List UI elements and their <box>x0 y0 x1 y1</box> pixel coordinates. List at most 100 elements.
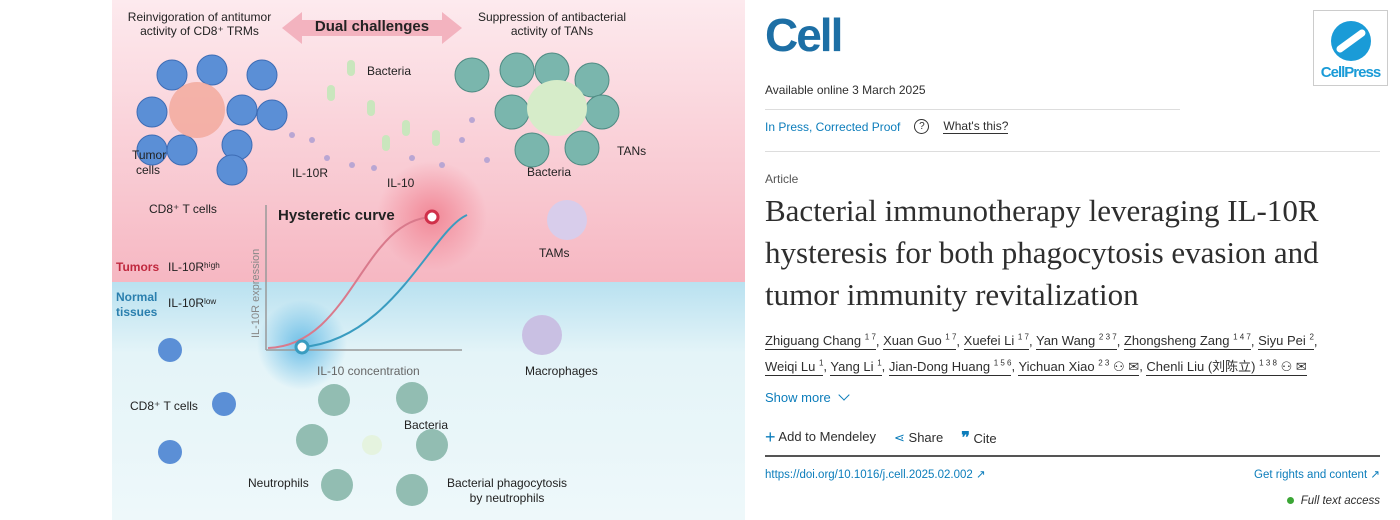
graphical-abstract-art <box>112 0 745 520</box>
in-press-link[interactable]: In Press, Corrected Proof <box>765 119 901 134</box>
author-link[interactable]: Weiqi Lu 1 <box>765 358 824 376</box>
add-to-mendeley-button[interactable]: + Add to Mendeley <box>765 427 876 448</box>
author-name: Yan Wang <box>1036 333 1096 349</box>
help-icon[interactable]: ? <box>914 119 930 134</box>
author-affiliations: 1 5 6 <box>993 358 1012 368</box>
author-affiliations: 1 <box>877 358 882 368</box>
doi-link[interactable]: https://doi.org/10.1016/j.cell.2025.02.0… <box>765 467 986 481</box>
available-online: Available online 3 March 2025 <box>765 83 926 97</box>
bacteria-label: Bacteria <box>367 64 412 78</box>
share-button[interactable]: ⋖ Share <box>894 430 943 446</box>
author-affiliations: 1 3 8 <box>1259 358 1277 368</box>
access-text: Full text access <box>1300 495 1380 507</box>
hysteretic-curve-title: Hysteretic curve <box>278 207 395 224</box>
il10r-low-label: IL-10Rˡᵒʷ <box>168 296 217 310</box>
show-more-label: Show more <box>765 390 831 405</box>
bacteria-label-2: Bacteria <box>527 165 572 179</box>
share-label: Share <box>908 429 944 445</box>
external-link-icon: ↗ <box>1370 469 1380 481</box>
left-title-1: Reinvigoration of antitumor <box>127 10 272 24</box>
status-dot-icon <box>1286 497 1294 504</box>
hysteresis-plot <box>265 205 468 355</box>
neutrophils-label: Neutrophils <box>248 476 309 490</box>
graphical-abstract: Dual challenges Reinvigoration of antitu… <box>112 0 745 520</box>
il10r-high-label: IL-10Rʰⁱᵍʰ <box>168 260 220 274</box>
left-title-2: activity of CD8⁺ TRMs <box>140 24 259 38</box>
author-affiliations: 1 7 <box>864 333 876 342</box>
author-name: Zhongsheng Zang <box>1123 333 1230 349</box>
author-link[interactable]: Zhiguang Chang 1 7 <box>765 333 876 351</box>
upper-curve <box>267 216 433 349</box>
share-icon: ⋖ <box>894 429 905 445</box>
doi-text: https://doi.org/10.1016/j.cell.2025.02.0… <box>765 469 973 481</box>
tumor-label-1: Tumor <box>132 148 167 162</box>
phagocytosis-label-1: Bacterial phagocytosis <box>446 476 568 490</box>
cell-logo[interactable]: Cell <box>765 9 843 61</box>
author-affiliations: 2 <box>1309 333 1314 342</box>
author-affiliations: 2 3 7 <box>1098 333 1117 342</box>
il10r-label: IL-10R <box>292 166 329 180</box>
author-link[interactable]: Siyu Pei 2 <box>1258 333 1314 351</box>
cellpress-logo[interactable]: CellPress <box>1313 10 1388 86</box>
il10-label: IL-10 <box>387 176 415 190</box>
author-link[interactable]: Yan Wang 2 3 7 <box>1036 333 1117 351</box>
access-badge: Full text access <box>1286 495 1380 507</box>
cd8-bottom-label: CD8⁺ T cells <box>130 399 198 413</box>
author-link[interactable]: Xuan Guo 1 7 <box>883 333 957 351</box>
x-axis-label: IL-10 concentration <box>317 364 420 378</box>
chevron-down-icon <box>838 389 851 401</box>
author-name: Weiqi Lu <box>765 358 816 374</box>
author-name: Siyu Pei <box>1258 333 1306 349</box>
y-axis-label: IL-10R expression <box>250 248 262 338</box>
quote-icon: ❞ <box>961 428 970 447</box>
author-name: Chenli Liu (刘陈立) <box>1146 358 1256 374</box>
cite-label: Cite <box>973 431 997 446</box>
right-title-1: Suppression of antibacterial <box>477 10 627 24</box>
author-link[interactable]: Yichuan Xiao 2 3 ⚇ ✉ <box>1018 358 1140 376</box>
person-icon: ⚇ <box>1113 358 1125 374</box>
phagocytosis-label-2: by neutrophils <box>469 491 545 505</box>
right-title-2: activity of TANs <box>510 24 594 38</box>
whats-this-link[interactable]: What's this? <box>943 119 1009 134</box>
tumor-label-2: cells <box>136 163 161 177</box>
dual-challenges-label: Dual challenges <box>314 18 430 35</box>
high-state-marker <box>424 209 440 225</box>
cellpress-mark-icon <box>1330 21 1371 61</box>
status-row: In Press, Corrected Proof ? What's this? <box>765 119 1009 134</box>
email-icon: ✉ <box>1295 358 1307 374</box>
cd8-top-label: CD8⁺ T cells <box>149 202 217 216</box>
rights-text: Get rights and content <box>1254 469 1368 481</box>
person-icon: ⚇ <box>1280 358 1293 374</box>
rights-link[interactable]: Get rights and content ↗ <box>1254 467 1380 481</box>
author-name: Xuefei Li <box>963 333 1015 349</box>
author-link[interactable]: Chenli Liu (刘陈立) 1 3 8 ⚇ ✉ <box>1146 358 1307 376</box>
mendeley-label: Add to Mendeley <box>778 429 876 444</box>
normal-label-2: tissues <box>116 305 158 319</box>
article-title: Bacterial immunotherapy leveraging IL-10… <box>765 193 1319 312</box>
article-type: Article <box>765 172 799 186</box>
author-link[interactable]: Jian-Dong Huang 1 5 6 <box>888 358 1012 376</box>
author-affiliations: 2 3 <box>1098 358 1110 368</box>
article-header: Cell CellPress Available online 3 March … <box>765 0 1395 520</box>
tumors-label: Tumors <box>116 260 160 274</box>
bacteria-label-3: Bacteria <box>404 418 449 432</box>
author-link[interactable]: Zhongsheng Zang 1 4 7 <box>1123 333 1251 351</box>
dual-arrow <box>282 12 462 44</box>
author-affiliations: 1 7 <box>945 333 957 342</box>
author-affiliations: 1 4 7 <box>1233 333 1251 342</box>
show-more-button[interactable]: Show more <box>765 389 851 405</box>
normal-label-1: Normal <box>116 290 158 304</box>
cd8-cell-cluster <box>136 54 288 186</box>
external-link-icon: ↗ <box>976 469 986 481</box>
cite-button[interactable]: ❞ Cite <box>961 428 996 447</box>
cellpress-label: CellPress <box>1320 64 1381 81</box>
author-name: Xuan Guo <box>883 333 942 349</box>
author-list: Zhiguang Chang 1 7, Xuan Guo 1 7, Xuefei… <box>765 333 1318 376</box>
author-link[interactable]: Xuefei Li 1 7 <box>963 333 1029 351</box>
plus-icon: + <box>765 427 776 447</box>
tams-label: TAMs <box>539 246 570 260</box>
tans-label: TANs <box>617 144 647 158</box>
author-link[interactable]: Yang Li 1 <box>830 358 882 376</box>
author-name: Jian-Dong Huang <box>888 358 991 374</box>
macrophages-label: Macrophages <box>525 364 598 378</box>
